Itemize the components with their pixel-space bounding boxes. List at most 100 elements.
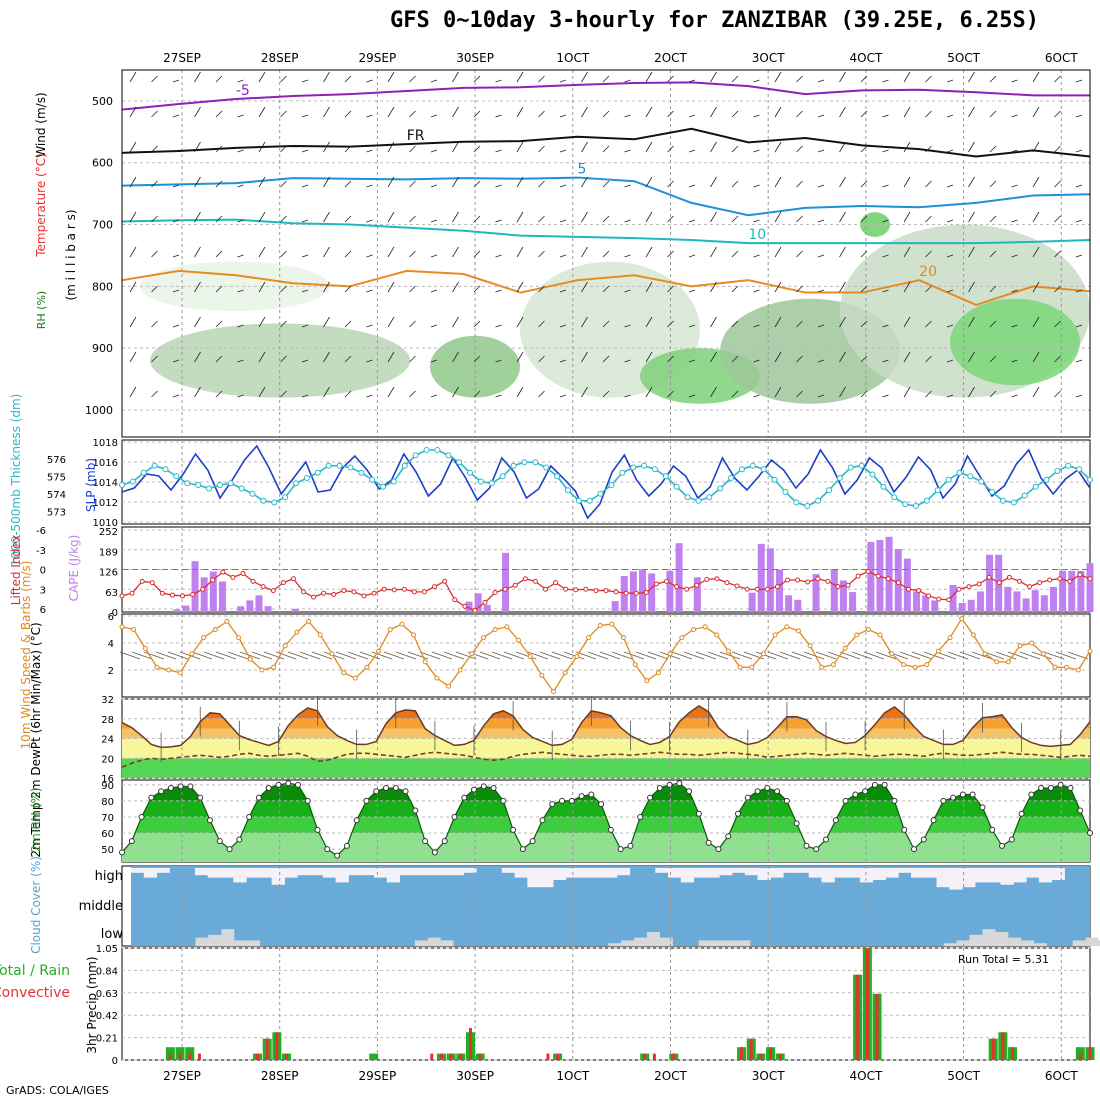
wind-barb	[624, 114, 631, 118]
surface-wind-barb	[791, 651, 813, 660]
wind-barb	[301, 219, 309, 223]
li-point	[1006, 574, 1012, 580]
wind-barb	[473, 250, 481, 258]
rh-point	[1028, 791, 1035, 798]
isotherm-line	[121, 127, 1091, 158]
wind-barb	[602, 180, 610, 188]
wind-barb	[946, 359, 954, 363]
wind-barb	[688, 324, 696, 328]
wind-barb	[581, 211, 588, 223]
wind-barb	[280, 355, 287, 363]
cloud-low-bar	[698, 940, 712, 946]
li-point	[482, 599, 488, 605]
cloud-high-gap	[910, 868, 925, 878]
li-point	[371, 590, 377, 596]
cape-bar	[794, 599, 802, 612]
rh-point	[128, 838, 135, 845]
wind-barb	[968, 386, 975, 398]
wind-barb	[452, 246, 459, 258]
cloud-low-bar	[1085, 937, 1099, 946]
li-point	[341, 588, 347, 594]
wind-speed-point	[177, 670, 183, 676]
wind-barb	[366, 149, 373, 153]
wind-barb	[280, 180, 287, 188]
cloud-high-gap	[143, 868, 158, 878]
cloud-high-gap	[246, 868, 260, 878]
wind-barb	[796, 285, 803, 293]
wind-barb	[903, 71, 911, 83]
wind-barb	[796, 390, 803, 398]
date-label-top: 3OCT	[752, 51, 785, 65]
rh-point	[158, 788, 165, 795]
cloud-low-bar	[943, 943, 957, 946]
rh-tick-label: 50	[101, 845, 114, 856]
isotherm-line	[121, 218, 1091, 245]
li-point	[290, 576, 296, 582]
cape-bar	[976, 591, 984, 612]
wind-barb	[538, 75, 545, 83]
wind-barb	[946, 219, 954, 223]
wind-barb	[667, 285, 674, 293]
wind-barb	[409, 250, 416, 258]
thickness-point	[1054, 468, 1061, 474]
rh-point	[666, 781, 673, 788]
temp-tick-label: 32	[101, 695, 114, 706]
rh-point	[334, 852, 341, 859]
wind-speed-point	[539, 672, 545, 678]
wind-barb	[624, 79, 631, 83]
contour-label: -5	[236, 83, 250, 99]
temp-line	[121, 705, 1091, 749]
surface-wind-barb	[755, 651, 777, 660]
wind-barb	[774, 106, 782, 118]
surface-wind-barb	[1019, 651, 1041, 660]
surface-wind-barb	[743, 651, 765, 660]
li-point	[664, 578, 669, 584]
wind-barb	[989, 180, 997, 188]
li-point	[835, 584, 841, 590]
wind-speed-point	[924, 662, 930, 668]
isotherm-line	[121, 176, 1091, 217]
cape-bar	[675, 543, 683, 612]
cape-bar	[1004, 586, 1012, 612]
wind-barb	[172, 394, 180, 398]
surface-wind-barb	[479, 651, 501, 660]
rh-point	[627, 842, 634, 849]
wind-barb	[581, 351, 588, 363]
wind-barb	[989, 355, 997, 363]
wind-barb	[882, 394, 889, 398]
wind-barb	[387, 211, 395, 223]
wind-barb	[559, 324, 567, 328]
wind-barb	[323, 141, 330, 153]
wind-speed-point	[154, 664, 160, 670]
li-point	[583, 586, 589, 592]
wind-speed-point	[854, 632, 860, 638]
wind-barb	[860, 320, 868, 328]
rh-point	[813, 846, 820, 853]
wind-barb	[323, 281, 330, 293]
wind-barb	[645, 386, 653, 398]
wind-axis-label: 10m Wind Speed & Barbs (m/s)	[19, 561, 33, 750]
cloud-high-gap	[1000, 868, 1014, 885]
surface-wind-barb	[455, 651, 477, 660]
wind-speed-point	[807, 643, 813, 649]
thickness-point	[847, 464, 854, 471]
rh-point	[510, 826, 517, 833]
wind-barb	[559, 394, 567, 398]
thickness-point	[1065, 462, 1072, 469]
cloud-high-gap	[757, 868, 771, 880]
wind-barb	[516, 316, 524, 328]
wind-barb	[645, 211, 653, 223]
wind-barb	[409, 320, 416, 328]
li-point	[391, 587, 397, 593]
wind-barb	[989, 145, 997, 153]
date-label-bottom: 5OCT	[947, 1069, 980, 1083]
wind-barb	[602, 215, 610, 223]
thickness-tick-label: 573	[47, 507, 66, 518]
cloud-high-gap	[284, 868, 298, 878]
rh-point	[1047, 785, 1054, 792]
cloud-high-gap	[335, 868, 349, 883]
thickness-point	[989, 489, 996, 495]
li-point	[785, 577, 790, 583]
surface-wind-barb	[143, 651, 165, 660]
wind-barb	[1032, 281, 1040, 293]
